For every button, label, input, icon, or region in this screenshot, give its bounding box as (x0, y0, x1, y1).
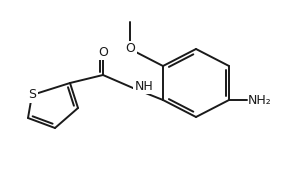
Text: S: S (28, 89, 36, 101)
Text: O: O (125, 42, 135, 56)
Text: O: O (98, 45, 108, 58)
Text: NH: NH (135, 80, 154, 93)
Text: NH₂: NH₂ (248, 93, 272, 106)
